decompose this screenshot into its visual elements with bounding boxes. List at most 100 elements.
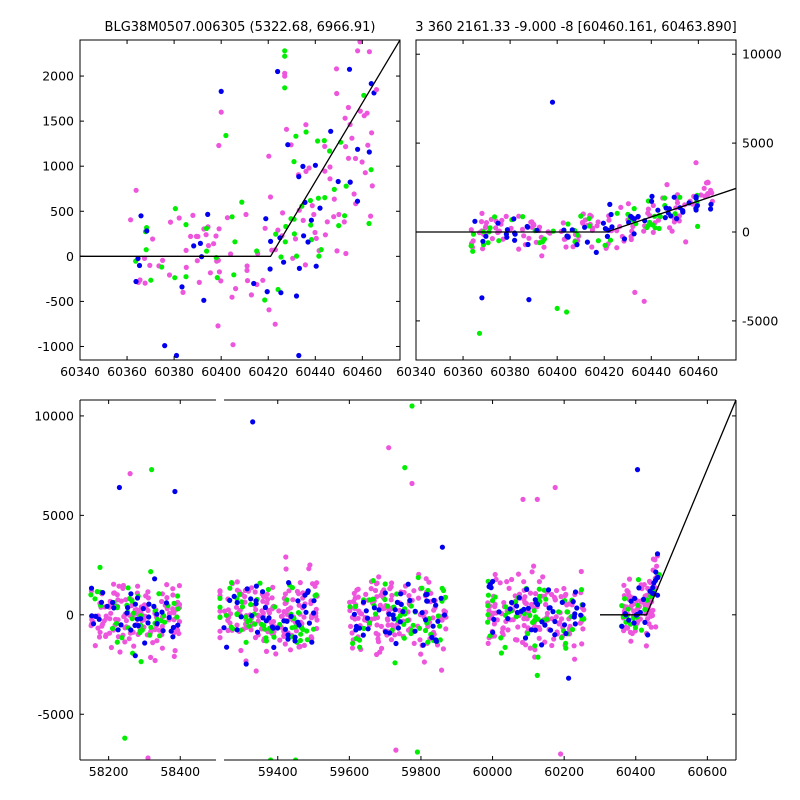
data-point xyxy=(483,233,489,239)
data-point xyxy=(500,625,506,631)
data-point xyxy=(172,488,178,495)
data-point xyxy=(349,645,356,651)
data-point xyxy=(521,579,527,585)
data-point xyxy=(393,747,399,753)
data-point xyxy=(421,659,427,665)
data-point xyxy=(439,544,445,550)
data-point xyxy=(507,606,513,612)
data-point xyxy=(116,583,122,589)
data-point xyxy=(132,653,138,659)
data-point xyxy=(524,223,530,230)
data-point xyxy=(470,248,476,254)
data-point xyxy=(626,617,632,623)
data-point xyxy=(558,635,565,641)
data-point xyxy=(349,630,355,636)
data-point xyxy=(283,566,289,572)
data-point xyxy=(392,660,398,666)
data-point xyxy=(142,640,148,646)
data-point xyxy=(496,609,502,615)
data-point xyxy=(373,87,380,93)
data-point xyxy=(654,563,660,569)
data-point xyxy=(89,613,95,619)
data-point xyxy=(695,223,701,229)
data-point xyxy=(589,244,595,250)
top-left-panel: 60340 60360 60380 60400 60420 60440 60460 -1000… xyxy=(38,20,401,379)
data-point xyxy=(541,236,548,242)
data-point xyxy=(492,571,498,578)
data-point xyxy=(334,248,340,254)
data-point xyxy=(166,272,173,278)
data-point xyxy=(376,607,382,613)
data-point xyxy=(522,635,529,641)
data-point xyxy=(539,642,545,648)
data-point xyxy=(360,632,366,638)
data-point xyxy=(291,159,297,165)
data-point xyxy=(561,585,567,592)
data-point xyxy=(261,622,267,629)
data-point xyxy=(170,634,176,640)
data-point xyxy=(170,586,176,592)
data-point xyxy=(635,213,641,220)
data-point xyxy=(172,206,178,212)
data-point xyxy=(503,213,509,219)
data-point xyxy=(322,232,328,238)
data-point xyxy=(645,206,652,212)
data-point xyxy=(128,627,134,633)
bottom-panel: 58200 58400 59400 59600 59800 60000 60200 60400… xyxy=(34,399,737,779)
data-point xyxy=(297,580,303,586)
data-point xyxy=(97,629,103,635)
data-point xyxy=(327,164,333,170)
data-point xyxy=(636,585,642,591)
data-point xyxy=(563,640,569,646)
data-point xyxy=(701,185,707,191)
data-point xyxy=(412,628,418,634)
data-point xyxy=(255,612,261,618)
data-point xyxy=(162,619,168,625)
data-point xyxy=(548,627,554,633)
data-point xyxy=(144,228,150,234)
data-point xyxy=(395,625,401,631)
data-point xyxy=(504,234,510,240)
data-point xyxy=(183,274,189,280)
data-point xyxy=(295,619,301,625)
data-point xyxy=(485,603,491,609)
y-tick-label: 0 xyxy=(66,249,74,264)
data-point xyxy=(498,635,504,641)
data-point xyxy=(534,672,540,679)
data-point xyxy=(103,613,109,619)
data-point xyxy=(626,592,632,599)
data-point xyxy=(354,198,361,204)
data-point xyxy=(520,214,526,220)
y-tick-label: 10000 xyxy=(34,408,74,423)
data-point xyxy=(387,586,393,592)
data-point xyxy=(120,582,126,589)
data-point xyxy=(249,613,255,619)
data-point xyxy=(296,352,302,359)
data-point xyxy=(647,588,653,594)
data-point xyxy=(271,634,277,640)
data-point xyxy=(490,629,496,635)
data-point xyxy=(648,611,654,617)
data-point xyxy=(393,640,399,647)
data-point xyxy=(267,266,273,272)
data-point xyxy=(194,258,200,264)
data-point xyxy=(637,609,644,616)
data-point xyxy=(156,627,162,633)
data-point xyxy=(619,603,625,609)
data-point xyxy=(252,621,258,627)
data-point xyxy=(532,627,538,633)
data-point xyxy=(370,578,376,584)
data-point xyxy=(425,639,431,645)
data-point xyxy=(661,195,668,201)
data-point xyxy=(275,625,281,631)
data-point xyxy=(631,231,637,237)
data-point xyxy=(306,566,312,572)
data-point xyxy=(480,246,486,252)
data-point xyxy=(366,620,372,626)
data-point xyxy=(556,609,562,615)
data-point xyxy=(217,628,223,634)
data-point xyxy=(146,601,152,607)
data-point xyxy=(435,618,441,624)
data-point xyxy=(295,610,302,616)
data-point xyxy=(96,634,103,640)
